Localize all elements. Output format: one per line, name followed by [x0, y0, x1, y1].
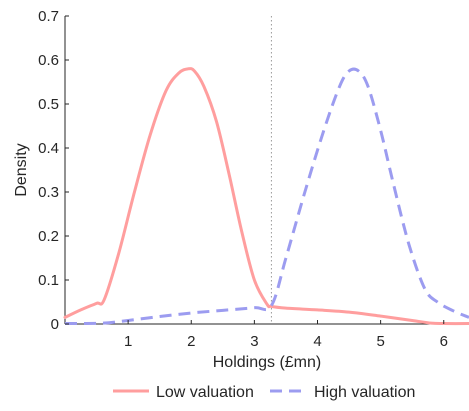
- y-tick-label: 0.6: [38, 52, 59, 69]
- y-tick-label: 0.2: [38, 228, 59, 245]
- x-axis-ticks: 1 2 3 4 5 6: [124, 320, 448, 350]
- x-tick-label: 1: [124, 333, 132, 350]
- y-tick-label: 0.4: [38, 140, 59, 157]
- series-line-low-valuation: [63, 67, 469, 326]
- legend-label-high-valuation: High valuation: [314, 384, 415, 401]
- y-tick-label: 0: [51, 316, 59, 333]
- y-tick-label: 0.7: [38, 8, 59, 25]
- x-tick-label: 5: [376, 333, 384, 350]
- y-tick-label: 0.5: [38, 96, 59, 113]
- legend-label-low-valuation: Low valuation: [156, 384, 254, 401]
- legend: Low valuation High valuation: [113, 384, 415, 401]
- x-tick-label: 4: [313, 333, 321, 350]
- y-tick-label: 0.3: [38, 184, 59, 201]
- x-axis-label: Holdings (£mn): [213, 354, 321, 371]
- x-tick-label: 6: [440, 333, 448, 350]
- y-axis-label: Density: [13, 143, 30, 196]
- plot-area: [63, 16, 469, 326]
- y-tick-label: 0.1: [38, 272, 59, 289]
- x-tick-label: 3: [250, 333, 258, 350]
- y-axis-ticks: 0 0.1 0.2 0.3 0.4 0.5 0.6 0.7: [38, 8, 69, 333]
- series-line-high-valuation: [64, 67, 469, 326]
- x-tick-label: 2: [187, 333, 195, 350]
